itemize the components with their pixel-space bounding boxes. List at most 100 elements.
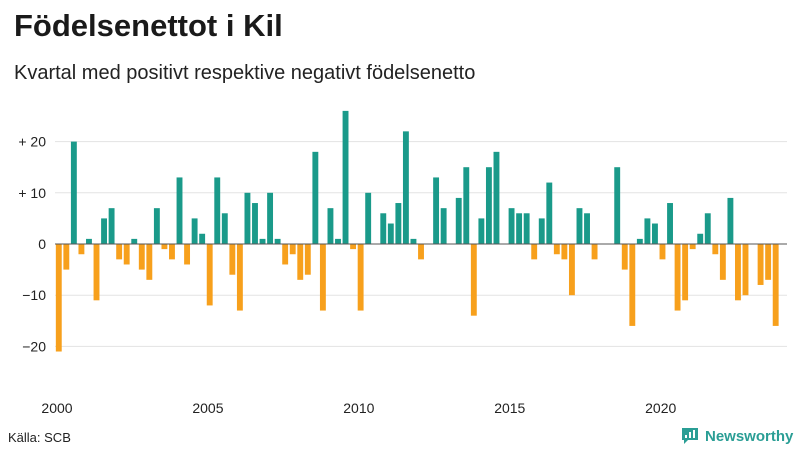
bar: 2009 K3: 26 bbox=[342, 110, 349, 244]
bar: 2004 K2: -4 bbox=[184, 244, 191, 265]
bar: 2015 K3: 6 bbox=[523, 213, 530, 244]
bar: 2010 K1: -13 bbox=[357, 244, 364, 311]
bar: 2014 K1: 5 bbox=[478, 218, 485, 244]
x-tick-label: 2000 bbox=[41, 400, 72, 416]
bar: 2013 K3: 15 bbox=[463, 167, 470, 244]
bar: 2005 K1: -12 bbox=[206, 244, 213, 306]
bar: 2012 K4: 7 bbox=[440, 208, 447, 244]
x-tick-label: 2020 bbox=[645, 400, 676, 416]
bar: 2009 K2: 1 bbox=[335, 238, 341, 244]
bar: 2021 K1: -1 bbox=[689, 244, 696, 250]
bar: 2010 K2: 10 bbox=[365, 192, 372, 244]
bar: 2022 K4: -10 bbox=[742, 244, 749, 296]
bar: 2008 K4: -13 bbox=[319, 244, 326, 311]
bar: 2000 K3: 20 bbox=[70, 141, 77, 244]
x-tick-label: 2010 bbox=[343, 400, 374, 416]
bar: 2005 K3: 6 bbox=[221, 213, 228, 244]
y-tick-label: + 10 bbox=[18, 185, 46, 201]
bar: 2011 K1: 4 bbox=[387, 223, 394, 244]
bar: 2020 K4: -11 bbox=[682, 244, 689, 301]
source-note: Källa: SCB bbox=[8, 430, 71, 445]
bar: 2009 K1: 7 bbox=[327, 208, 334, 244]
bar: 2002 K1: -3 bbox=[116, 244, 123, 260]
bar: 2019 K3: 5 bbox=[644, 218, 651, 244]
bar: 2019 K1: -16 bbox=[629, 244, 636, 326]
bar: 2018 K3: 15 bbox=[614, 167, 621, 244]
bar: 2008 K2: -6 bbox=[304, 244, 311, 275]
bar: 2014 K3: 18 bbox=[493, 151, 500, 244]
bar: 2007 K2: 1 bbox=[274, 238, 281, 244]
bar: 2023 K4: -16 bbox=[772, 244, 779, 326]
bar: 2012 K3: 13 bbox=[433, 177, 440, 244]
chart-title: Födelsenettot i Kil bbox=[14, 8, 283, 43]
bar: 2001 K1: 1 bbox=[86, 238, 92, 244]
bar: 2006 K3: 8 bbox=[252, 203, 258, 244]
bar: 2000 K4: -2 bbox=[78, 244, 85, 255]
bar: 2016 K1: 5 bbox=[538, 218, 545, 244]
bar: 2022 K2: 9 bbox=[727, 197, 734, 244]
bar: 2022 K1: -7 bbox=[719, 244, 726, 280]
bar: 2013 K4: -14 bbox=[470, 244, 477, 316]
x-tick-label: 2005 bbox=[192, 400, 223, 416]
chart-subtitle: Kvartal med positivt respektive negativt… bbox=[14, 62, 476, 84]
y-tick-label: −20 bbox=[22, 338, 46, 354]
bar: 2016 K3: -2 bbox=[553, 244, 560, 255]
bar: 2007 K4: -2 bbox=[289, 244, 296, 255]
bar: 2021 K2: 2 bbox=[697, 233, 704, 244]
x-tick-label: 2015 bbox=[494, 400, 525, 416]
brand-name: Newsworthy bbox=[705, 427, 794, 445]
bar: 2005 K4: -6 bbox=[229, 244, 236, 275]
bar: 2002 K3: 1 bbox=[131, 238, 138, 244]
bar: 2017 K1: -10 bbox=[568, 244, 575, 296]
bar: 2018 K4: -5 bbox=[621, 244, 628, 270]
bar: 2001 K4: 7 bbox=[108, 208, 115, 244]
y-tick-label: + 20 bbox=[18, 134, 46, 150]
bar: 2019 K2: 1 bbox=[636, 238, 643, 244]
bar: 2011 K2: 8 bbox=[395, 203, 402, 244]
bar: 2017 K4: -3 bbox=[591, 244, 598, 260]
bar: 2015 K1: 7 bbox=[508, 208, 515, 244]
bar: 2021 K3: 6 bbox=[704, 213, 711, 244]
bar: 2023 K3: -7 bbox=[765, 244, 772, 280]
bar: 2019 K4: 4 bbox=[652, 223, 658, 244]
bar: 2003 K3: -1 bbox=[161, 244, 168, 250]
bar: 2007 K3: -4 bbox=[282, 244, 289, 265]
bar: 2014 K2: 15 bbox=[485, 167, 492, 244]
bar: 2011 K4: 1 bbox=[410, 238, 417, 244]
bar: 2008 K3: 18 bbox=[312, 151, 319, 244]
bar: 2021 K4: -2 bbox=[712, 244, 719, 255]
bar: 2012 K1: -3 bbox=[418, 244, 424, 260]
bar: 2022 K3: -11 bbox=[735, 244, 741, 301]
bar: 2000 K1: -21 bbox=[55, 244, 62, 352]
bar: 2004 K4: 2 bbox=[199, 233, 206, 244]
bar: 2003 K1: -7 bbox=[146, 244, 153, 280]
bar: 2023 K2: -8 bbox=[757, 244, 764, 285]
bar: 2015 K4: -3 bbox=[531, 244, 538, 260]
y-tick-label: 0 bbox=[38, 236, 46, 252]
bar: 2011 K3: 22 bbox=[402, 131, 409, 244]
brand-logo: Newsworthy bbox=[680, 426, 793, 446]
bar: 2007 K1: 10 bbox=[267, 192, 274, 244]
bar: 2006 K4: 1 bbox=[259, 238, 266, 244]
bar: 2016 K4: -3 bbox=[561, 244, 568, 260]
bar: 2009 K4: -1 bbox=[350, 244, 357, 250]
bar: 2004 K3: 5 bbox=[191, 218, 198, 244]
bar: 2020 K1: -3 bbox=[659, 244, 666, 260]
bar: 2001 K2: -11 bbox=[93, 244, 100, 301]
y-tick-label: −10 bbox=[22, 287, 46, 303]
bar: 2020 K3: -13 bbox=[674, 244, 681, 311]
bar: 2006 K1: -13 bbox=[236, 244, 243, 311]
bar: 2010 K4: 6 bbox=[380, 213, 387, 244]
bar: 2002 K2: -4 bbox=[123, 244, 130, 265]
bar: 2006 K2: 10 bbox=[244, 192, 251, 244]
bar: 2017 K3: 6 bbox=[584, 213, 590, 244]
bar: 2015 K2: 6 bbox=[516, 213, 523, 244]
bar: 2001 K3: 5 bbox=[101, 218, 107, 244]
bar: 2005 K2: 13 bbox=[214, 177, 221, 244]
newsworthy-logo-icon bbox=[682, 428, 698, 444]
bar: 2004 K1: 13 bbox=[176, 177, 183, 244]
bar: 2003 K4: -3 bbox=[169, 244, 175, 260]
bar: 2013 K2: 9 bbox=[455, 197, 462, 244]
bar: 2016 K2: 12 bbox=[546, 182, 553, 244]
